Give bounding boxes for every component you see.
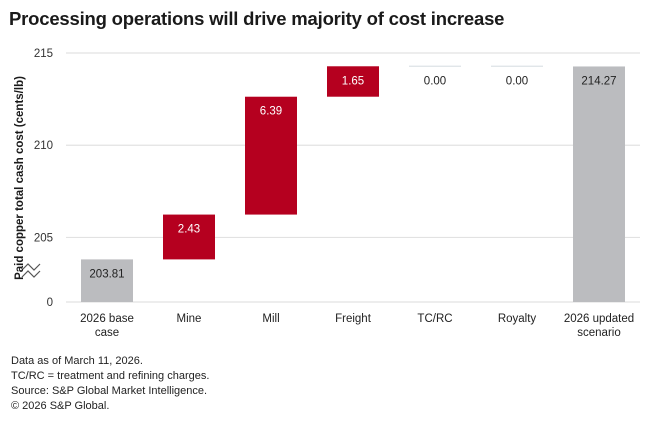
y-tick-label: 0 — [47, 297, 53, 309]
data-label: 0.00 — [424, 75, 446, 87]
x-tick-label: Mine — [177, 313, 202, 325]
x-tick-label: 2026 updated — [564, 313, 634, 325]
waterfall-chart: 0 205 210 215 Paid copper total cash cost (c… — [14, 48, 640, 339]
x-tick-label: TC/RC — [417, 313, 452, 325]
bar-2026-updated-scenario — [573, 66, 625, 302]
data-label: 214.27 — [581, 75, 616, 87]
data-label: 1.65 — [342, 75, 364, 87]
chart-title: Processing operations will drive majorit… — [9, 8, 505, 29]
bar-mine — [163, 214, 215, 260]
axis-break-icon — [21, 263, 41, 271]
x-tick-label: Royalty — [498, 313, 537, 325]
axis-break-icon — [21, 270, 41, 278]
data-label: 203.81 — [89, 268, 124, 280]
note-tcrc-definition: TC/RC = treatment and refining charges. — [11, 370, 210, 382]
data-label: 0.00 — [506, 75, 528, 87]
y-axis-label: Paid copper total cash cost (cents/lb) — [14, 76, 26, 280]
note-copyright: © 2026 S&P Global. — [11, 400, 110, 412]
data-label: 6.39 — [260, 106, 282, 118]
x-tick-label: Freight — [335, 313, 372, 325]
y-tick-label: 205 — [34, 232, 53, 244]
bar-2026-base-case — [81, 259, 133, 302]
data-label: 2.43 — [178, 224, 200, 236]
y-tick-label: 210 — [34, 140, 53, 152]
bar-freight — [327, 66, 379, 97]
note-source: Source: S&P Global Market Intelligence. — [11, 385, 208, 397]
chart-notes: Data as of March 11, 2026. TC/RC = treat… — [11, 354, 209, 414]
x-tick-label: Mill — [262, 313, 279, 325]
x-tick-label: 2026 base — [80, 313, 134, 325]
y-tick-label: 215 — [34, 48, 53, 60]
note-data-date: Data as of March 11, 2026. — [11, 355, 143, 367]
x-tick-label: case — [95, 327, 119, 339]
x-tick-label: scenario — [577, 327, 620, 339]
bar-mill — [245, 96, 297, 215]
